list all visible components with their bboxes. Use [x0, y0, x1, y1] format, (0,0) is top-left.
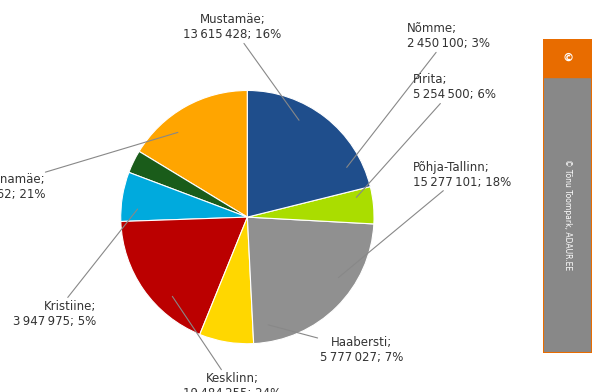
Text: Põhja-Tallinn;
15 277 101; 18%: Põhja-Tallinn; 15 277 101; 18% — [338, 161, 511, 278]
Wedge shape — [139, 91, 247, 217]
Text: Kesklinn;
19 484 255; 24%: Kesklinn; 19 484 255; 24% — [172, 296, 281, 392]
Bar — [543, 39, 592, 77]
Text: Nõmme;
2 450 100; 3%: Nõmme; 2 450 100; 3% — [347, 22, 490, 167]
Wedge shape — [247, 91, 370, 217]
Wedge shape — [121, 172, 247, 221]
Wedge shape — [121, 217, 247, 334]
Wedge shape — [247, 187, 374, 224]
Text: ©: © — [562, 53, 573, 63]
Text: Lasnamäe;
17 626 562; 21%: Lasnamäe; 17 626 562; 21% — [0, 132, 178, 201]
Wedge shape — [129, 151, 247, 217]
Text: Pirita;
5 254 500; 6%: Pirita; 5 254 500; 6% — [356, 73, 496, 198]
Text: Haabersti;
5 777 027; 7%: Haabersti; 5 777 027; 7% — [268, 325, 404, 364]
Text: Kristiine;
3 947 975; 5%: Kristiine; 3 947 975; 5% — [13, 209, 137, 328]
Wedge shape — [247, 217, 374, 344]
Wedge shape — [200, 217, 254, 344]
Text: © Tõnu Toompark, ADAUR.EE: © Tõnu Toompark, ADAUR.EE — [563, 159, 572, 270]
Text: Mustamäe;
13 615 428; 16%: Mustamäe; 13 615 428; 16% — [183, 13, 299, 120]
